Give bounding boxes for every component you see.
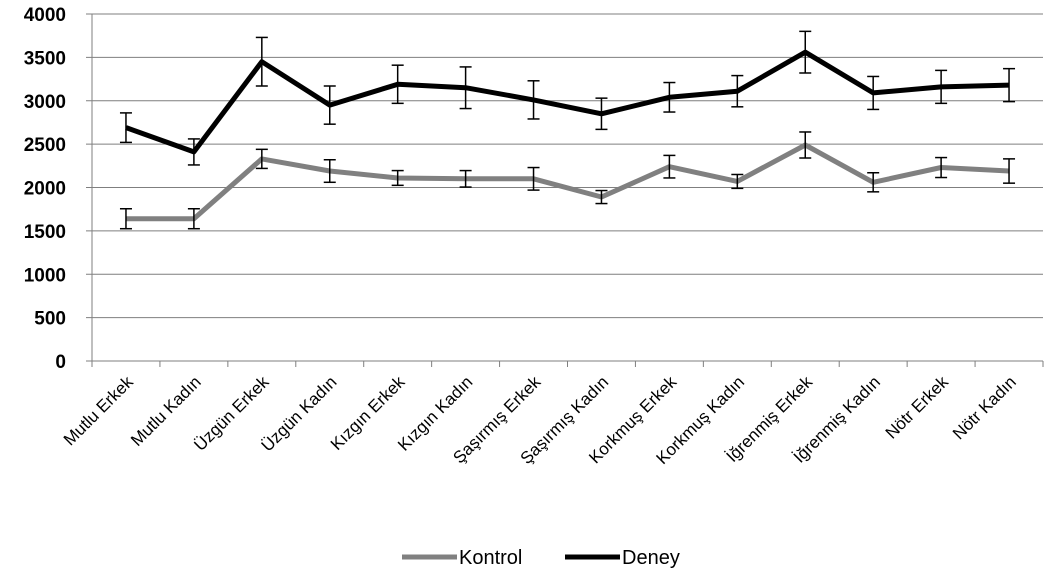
x-tick-label: Nötr Erkek: [882, 372, 953, 443]
axes: [86, 13, 1044, 367]
y-tick-label: 1000: [24, 265, 66, 286]
y-axis-ticks: 0 500 1000 1500 2000 2500 3000 3500 4000: [24, 5, 66, 373]
series-deney: [119, 30, 1016, 166]
y-tick-label: 500: [34, 309, 66, 330]
y-tick-label: 0: [55, 352, 66, 373]
x-tick-label: Mutlu Erkek: [60, 372, 137, 449]
series-kontrol: [119, 131, 1016, 230]
legend-item-deney: Deney: [565, 547, 680, 569]
y-tick-label: 3500: [24, 48, 66, 69]
legend: Kontrol Deney: [402, 547, 680, 569]
series-line-kontrol: [126, 142, 1010, 222]
y-tick-label: 2500: [24, 135, 66, 156]
gridlines: [92, 13, 1043, 319]
y-tick-label: 4000: [24, 5, 66, 26]
y-tick-label: 1500: [24, 222, 66, 243]
legend-label: Deney: [622, 547, 680, 569]
y-tick-label: 3000: [24, 92, 66, 113]
y-tick-label: 2000: [24, 179, 66, 200]
x-tick-label: Nötr Kadın: [949, 372, 1020, 443]
series-line-deney: [125, 49, 1010, 155]
legend-label: Kontrol: [459, 547, 522, 569]
series-group: [119, 30, 1016, 230]
legend-item-kontrol: Kontrol: [402, 547, 522, 569]
